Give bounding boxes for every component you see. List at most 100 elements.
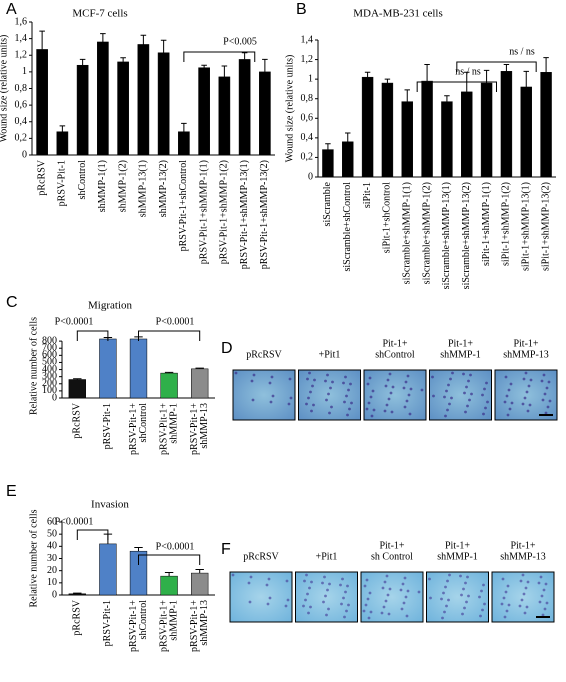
bar xyxy=(198,67,210,156)
x-tick-label: siScramble+shMMP-13(2) xyxy=(461,182,472,289)
micrograph xyxy=(229,571,293,623)
cell xyxy=(447,598,450,602)
cell xyxy=(545,386,549,390)
x-tick-label: pRSV-Pit-1+ xyxy=(189,403,200,455)
cell xyxy=(305,402,308,406)
cell xyxy=(485,381,488,385)
cell xyxy=(400,607,404,611)
x-tick-label: siScramble+shControl xyxy=(342,182,353,272)
image-label: sh Control xyxy=(371,551,413,562)
cell xyxy=(540,379,544,383)
cell xyxy=(451,371,454,375)
cell xyxy=(404,595,408,599)
cell xyxy=(403,405,407,409)
cell xyxy=(465,600,468,604)
panel-letter: C xyxy=(6,294,18,311)
cell xyxy=(482,583,485,587)
cell xyxy=(519,579,523,583)
cell xyxy=(370,414,374,418)
cell xyxy=(329,386,332,390)
cell xyxy=(508,407,512,411)
image-label: shMMP-1 xyxy=(440,349,481,360)
cell xyxy=(322,600,325,604)
cell xyxy=(325,398,328,402)
x-tick-label: pRSV-Pit-1+ xyxy=(128,600,139,652)
x-tick-label: siScramble+shMMP-13(1) xyxy=(441,182,452,289)
cell xyxy=(381,586,385,590)
cell xyxy=(505,609,509,613)
image-label: pRcRSV xyxy=(243,551,279,562)
cell xyxy=(526,409,530,413)
error-bar xyxy=(164,371,174,374)
cell xyxy=(541,398,545,402)
cell xyxy=(403,576,407,580)
bar xyxy=(56,131,69,156)
cell xyxy=(303,579,306,583)
cell xyxy=(404,380,408,384)
cell xyxy=(502,596,506,600)
bar xyxy=(157,52,170,156)
bar xyxy=(97,41,109,156)
cell xyxy=(440,597,443,601)
annotation: P<0.005 xyxy=(223,36,257,47)
x-tick-label: pRcRSV xyxy=(36,159,47,195)
cell xyxy=(265,583,269,587)
x-tick-label: shMMP-13(1) xyxy=(138,160,149,217)
cell xyxy=(365,407,369,411)
cell xyxy=(312,403,315,407)
cell xyxy=(417,590,421,594)
cell xyxy=(525,390,529,394)
cell xyxy=(285,579,289,583)
y-axis-label: Relative number of cells xyxy=(28,509,39,607)
x-tick-label: pRSV-Pit-1+shMMP-13(1) xyxy=(239,160,250,269)
cell xyxy=(310,580,313,584)
cell xyxy=(302,604,305,608)
cell xyxy=(467,379,470,383)
significance-bracket xyxy=(76,330,109,341)
bar xyxy=(99,543,117,596)
y-tick-label: 1 xyxy=(308,73,313,84)
cell xyxy=(367,616,371,620)
error-bar xyxy=(100,33,106,42)
y-tick-label: 0 xyxy=(308,171,313,182)
y-axis-label: Wound size (relative units) xyxy=(0,35,9,143)
y-tick-label: 1,2 xyxy=(301,54,314,65)
y-tick-label: 0 xyxy=(52,589,57,600)
cell xyxy=(442,591,445,595)
cell xyxy=(307,396,310,400)
cell xyxy=(385,574,389,578)
cell xyxy=(500,602,504,606)
y-tick-label: 100 xyxy=(42,385,57,396)
cell xyxy=(543,607,547,611)
panel-letter: F xyxy=(221,541,231,558)
cell xyxy=(367,401,371,405)
bar xyxy=(461,91,473,178)
cell xyxy=(369,610,373,614)
cell xyxy=(402,386,406,390)
cell xyxy=(481,393,484,397)
cell xyxy=(428,577,431,581)
error-bar xyxy=(221,65,228,77)
x-tick-label: shMMP-1 xyxy=(168,600,179,641)
error-bar xyxy=(201,64,207,68)
x-tick-label: pRSV-Pit-1+ xyxy=(128,403,139,455)
x-tick-label: shMMP-13 xyxy=(199,600,210,646)
x-tick-label: shMMP-1(1) xyxy=(97,160,108,212)
cell xyxy=(506,413,510,417)
cell xyxy=(449,377,452,381)
cell xyxy=(383,580,387,584)
cell xyxy=(266,602,270,606)
x-tick-label: siPit-1+shMMP-13(1) xyxy=(521,182,532,271)
significance-bracket xyxy=(183,51,256,62)
cell xyxy=(447,383,450,387)
bar xyxy=(421,80,433,178)
cell xyxy=(350,401,353,405)
cell xyxy=(510,401,514,405)
error-bar xyxy=(384,78,391,84)
x-tick-label: shControl xyxy=(77,160,88,200)
cell xyxy=(448,573,451,577)
panel-letter: B xyxy=(296,1,307,18)
bar xyxy=(129,338,148,399)
bar xyxy=(218,76,231,156)
x-tick-label: siPit-1 xyxy=(362,182,373,208)
